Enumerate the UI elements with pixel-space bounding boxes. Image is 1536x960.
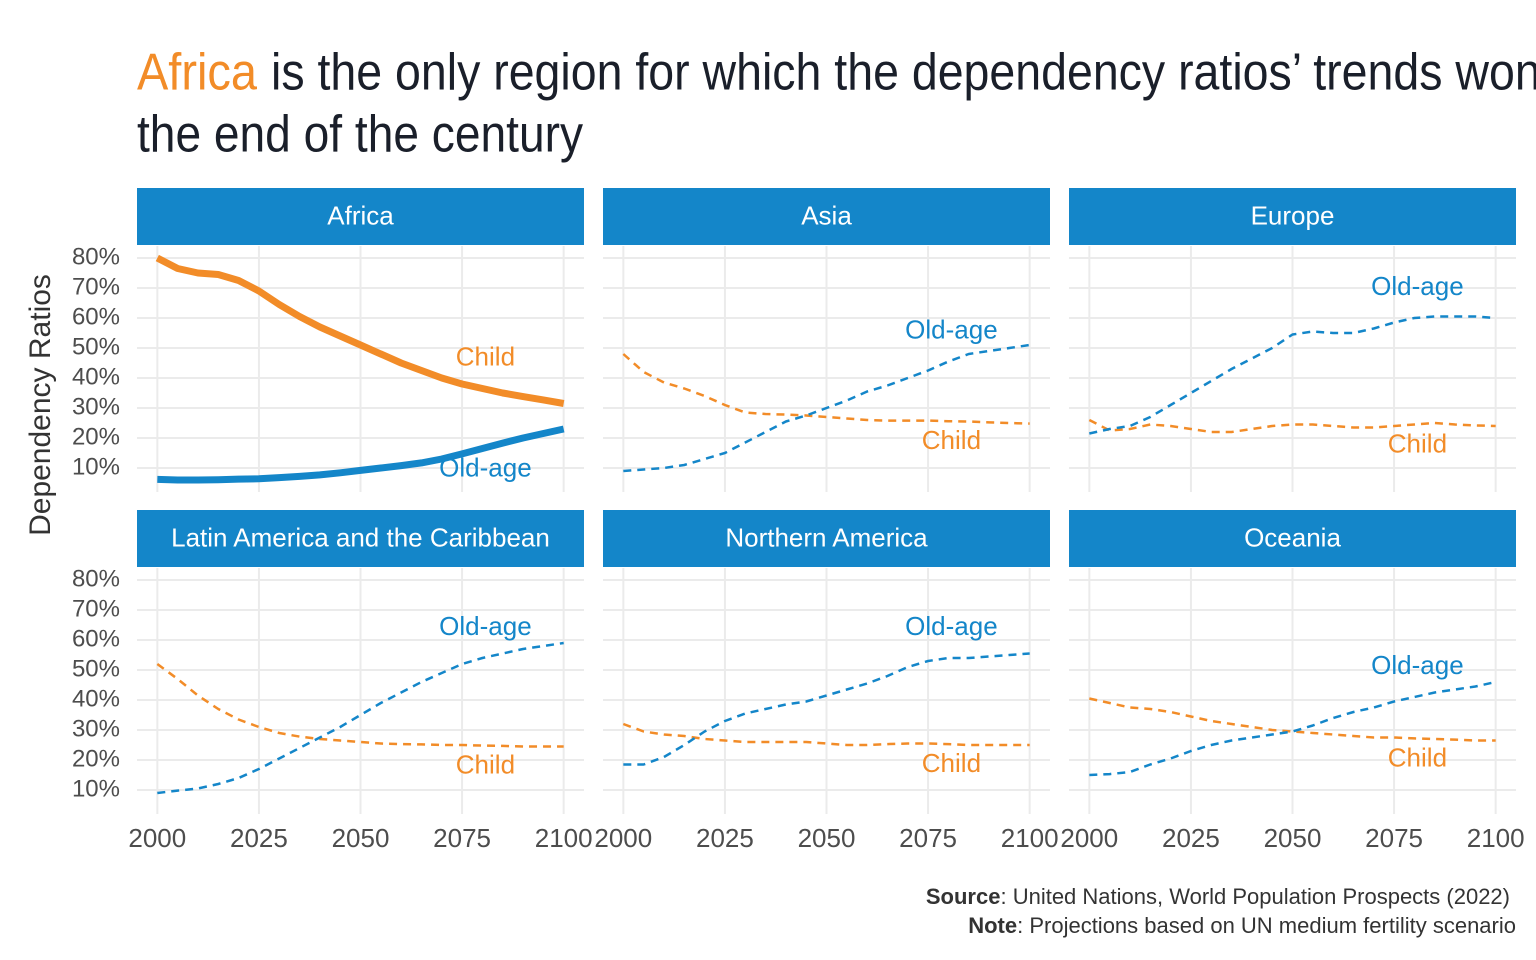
series-label: Child: [456, 749, 515, 779]
strip: [137, 510, 584, 567]
note: Note: Projections based on UN medium fer…: [968, 913, 1516, 938]
y-tick-label: 20%: [72, 423, 120, 450]
line: [155, 254, 565, 407]
strip: [137, 188, 584, 245]
panel-title: Africa: [327, 200, 394, 230]
x-tick-label: 2050: [1264, 823, 1322, 853]
panel-title: Northern America: [725, 522, 928, 552]
series-label: Child: [456, 341, 515, 371]
line: [623, 652, 1030, 766]
x-tick-label: 2075: [433, 823, 491, 853]
x-tick-label: 2025: [1162, 823, 1220, 853]
chart-title: is the only region for which the depende…: [271, 44, 1536, 102]
series-label: Old-age: [905, 314, 998, 344]
panel: Child Old-age: [1069, 568, 1516, 814]
y-tick-label: 10%: [72, 775, 120, 802]
series-label: Child: [922, 748, 981, 778]
panel-title: Latin America and the Caribbean: [171, 522, 550, 552]
y-tick-label: 40%: [72, 363, 120, 390]
series-label: Old-age: [1371, 650, 1464, 680]
panel: Child Old-age: [603, 246, 1050, 492]
panel: Child Old-age: [1069, 246, 1516, 492]
series-label: Child: [1388, 742, 1447, 772]
series-label: Old-age: [439, 452, 532, 482]
line: [623, 343, 1030, 473]
y-tick-label: 50%: [72, 333, 120, 360]
y-axis-label: Dependency Ratios: [24, 274, 57, 536]
series-label: Old-age: [1371, 271, 1464, 301]
line: [622, 353, 1030, 425]
series-label: Child: [922, 425, 981, 455]
x-tick-label: 2025: [230, 823, 288, 853]
strip: [603, 188, 1050, 245]
x-tick-label: 2100: [1001, 823, 1059, 853]
panel-title: Oceania: [1244, 522, 1341, 552]
line: [1088, 418, 1496, 434]
y-tick-label: 10%: [72, 453, 120, 480]
y-tick-label: 80%: [72, 243, 120, 270]
y-tick-label: 30%: [72, 715, 120, 742]
x-tick-label: 2000: [128, 823, 186, 853]
note-label: Note: [968, 913, 1017, 938]
x-tick-label: 2025: [696, 823, 754, 853]
x-tick-label: 2075: [1365, 823, 1423, 853]
y-tick-label: 80%: [72, 565, 120, 592]
strip: [603, 510, 1050, 567]
panel-title: Asia: [801, 200, 852, 230]
panel: Child Old-age: [137, 568, 584, 814]
x-tick-label: 2000: [594, 823, 652, 853]
line: [1089, 315, 1496, 435]
source: Source: United Nations, World Population…: [926, 884, 1510, 909]
chart-title-line2: the end of the century: [137, 106, 583, 164]
line: [1089, 697, 1496, 742]
source-text: : United Nations, World Population Prosp…: [1000, 884, 1510, 909]
y-tick-label: 20%: [72, 745, 120, 772]
x-tick-label: 2100: [535, 823, 593, 853]
strip: [1069, 510, 1516, 567]
panel: Child Old-age: [137, 246, 584, 492]
line: [622, 722, 1030, 747]
panel-title: Europe: [1251, 200, 1335, 230]
y-tick-label: 50%: [72, 655, 120, 682]
series-label: Old-age: [439, 611, 532, 641]
strip: [1069, 188, 1516, 245]
x-tick-label: 2100: [1467, 823, 1525, 853]
y-tick-label: 70%: [72, 273, 120, 300]
source-label: Source: [926, 884, 1001, 909]
line: [157, 641, 564, 795]
line: [157, 425, 565, 484]
x-tick-label: 2050: [332, 823, 390, 853]
series-label: Child: [1388, 428, 1447, 458]
y-tick-label: 60%: [72, 625, 120, 652]
y-tick-label: 60%: [72, 303, 120, 330]
series-label: Old-age: [905, 611, 998, 641]
y-tick-label: 40%: [72, 685, 120, 712]
x-tick-label: 2075: [899, 823, 957, 853]
panel: Child Old-age: [603, 568, 1050, 814]
y-tick-label: 30%: [72, 393, 120, 420]
x-tick-label: 2000: [1060, 823, 1118, 853]
title-highlight: Africa: [137, 44, 257, 102]
y-tick-label: 70%: [72, 595, 120, 622]
note-text: : Projections based on UN medium fertili…: [1017, 913, 1516, 938]
x-tick-label: 2050: [798, 823, 856, 853]
